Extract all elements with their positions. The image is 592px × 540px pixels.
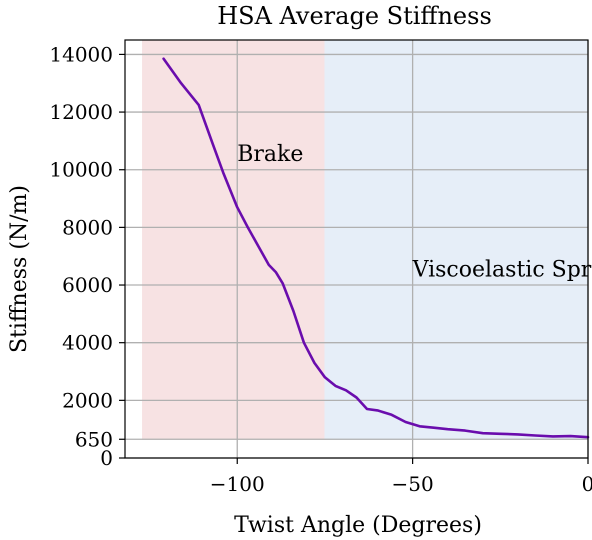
y-tick-label-5: 8000 <box>62 215 113 239</box>
y-tick-label-8: 14000 <box>49 42 113 66</box>
x-axis-label: Twist Angle (Degrees) <box>234 513 482 538</box>
plot-frame <box>124 39 589 459</box>
x-tick-label-2: 0 <box>582 472 592 496</box>
ticks-layer: −100 −50 006502000400060008000100001200014… <box>49 42 592 496</box>
y-tick-label-2: 2000 <box>62 388 113 412</box>
series-line-0 <box>162 57 590 439</box>
region-labels-layer: Brake Viscoelastic Spring <box>237 142 592 282</box>
region-label-0: Brake <box>237 142 303 167</box>
y-tick-label-1: 650 <box>75 427 113 451</box>
x-tick-label-1: −50 <box>392 472 434 496</box>
y-tick-label-7: 12000 <box>49 100 113 124</box>
region-label-1: Viscoelastic Spring <box>412 257 592 282</box>
x-tick-label-0: −100 <box>210 472 265 496</box>
y-tick-label-6: 10000 <box>49 158 113 182</box>
region-1 <box>324 39 589 440</box>
regions-layer <box>142 39 589 440</box>
y-tick-label-4: 6000 <box>62 273 113 297</box>
line-layer <box>162 57 590 439</box>
y-tick-label-3: 4000 <box>62 331 113 355</box>
y-tick-label-0: 0 <box>100 446 113 470</box>
y-axis-label: Stiffness (N/m) <box>7 185 32 353</box>
chart-title: HSA Average Stiffness <box>217 2 492 30</box>
region-0 <box>142 39 326 440</box>
